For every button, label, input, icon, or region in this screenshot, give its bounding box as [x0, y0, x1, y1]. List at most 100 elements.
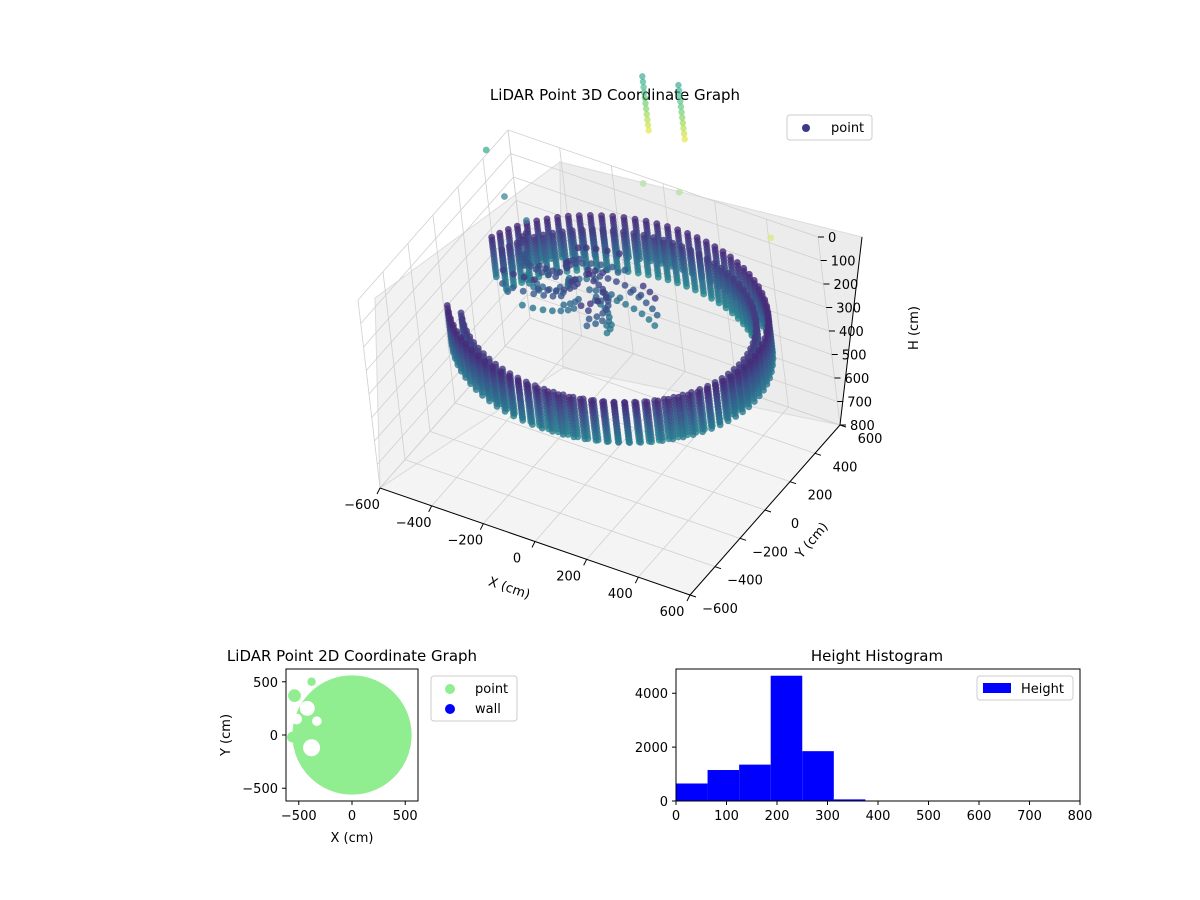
point-3d: [474, 344, 482, 352]
point-3d: [597, 261, 605, 269]
legend-2d-label-wall: wall: [475, 702, 501, 717]
legend-2d-marker-point: [445, 684, 455, 694]
point-region: [292, 675, 412, 795]
point-3d: [549, 292, 557, 300]
point-3d: [664, 395, 672, 403]
histogram-bar: [676, 783, 708, 801]
y-tick-mark-3d: [764, 509, 772, 513]
point-3d: [552, 273, 560, 281]
outlier-point: [501, 193, 508, 200]
point-3d: [513, 222, 521, 230]
point-3d: [684, 230, 691, 237]
chart-3d: LiDAR Point 3D Coordinate Graph −600 −400…: [344, 73, 922, 620]
point-3d: [599, 317, 606, 325]
point-3d: [480, 350, 487, 358]
x-tick-label-hist: 800: [1068, 809, 1093, 824]
point-3d: [751, 333, 759, 341]
grid-line-back-horizontal: [527, 294, 838, 402]
x-tick-label-3d: 200: [556, 569, 581, 584]
point-3d: [576, 395, 584, 403]
z-tick-label-3d: 800: [850, 419, 875, 434]
x-tick-label-3d: 400: [608, 587, 633, 602]
point-3d: [616, 294, 624, 302]
z-axis-label-3d: H (cm): [907, 306, 922, 350]
point-3d: [694, 388, 702, 396]
point-3d: [645, 316, 653, 323]
point-3d: [744, 350, 751, 358]
z-tick-label-3d: 100: [831, 255, 856, 270]
point-3d: [587, 300, 594, 308]
histogram-bars: [676, 675, 1080, 801]
point-gap: [286, 765, 295, 779]
column-point: [679, 119, 687, 127]
column-point: [642, 105, 650, 112]
point-3d: [702, 238, 710, 246]
point-3d: [608, 291, 615, 298]
point-3d: [642, 217, 650, 225]
point-3d: [586, 286, 593, 294]
legend-2d-label-point: point: [475, 682, 508, 697]
point-3d: [539, 231, 547, 239]
point-3d: [568, 278, 575, 286]
point-3d: [743, 292, 751, 299]
grid-line-left-horizontal: [357, 129, 509, 301]
legend-3d-box: [786, 114, 873, 141]
x-tick-mark-3d: [686, 594, 691, 602]
x-tick-label-hist: 400: [866, 809, 891, 824]
point-3d: [542, 265, 550, 273]
y-tick-label-2d: 0: [270, 729, 278, 744]
column-point: [681, 135, 688, 143]
point-3d: [610, 399, 618, 406]
point-3d: [653, 311, 661, 319]
legend-2d-marker-wall: [445, 704, 455, 714]
point-3d: [620, 228, 627, 236]
grid-line-left-horizontal: [360, 153, 512, 324]
point-3d: [739, 286, 747, 294]
point-3d: [763, 328, 771, 336]
chart-histogram: Height Histogram 0 100 200 300 400 500 600 700 8…: [635, 647, 1093, 824]
point-3d: [740, 363, 748, 371]
z-tick-label-3d: 500: [842, 349, 867, 364]
point-3d: [613, 278, 620, 285]
histogram-bar: [707, 770, 740, 801]
x-tick-label-hist: 200: [765, 809, 790, 824]
point-3d: [735, 280, 743, 288]
point-3d: [622, 300, 629, 308]
point-3d: [582, 244, 590, 252]
point-3d: [585, 307, 592, 315]
histogram-bar: [802, 751, 834, 801]
point-3d: [563, 258, 571, 266]
point-gap: [299, 700, 315, 716]
point-3d: [462, 340, 470, 348]
y-tick-label-hist: 0: [660, 795, 668, 810]
point-3d: [457, 309, 465, 317]
point-3d: [445, 308, 452, 316]
point-3d: [539, 306, 547, 314]
point-3d: [651, 322, 659, 329]
point-3d: [463, 327, 470, 335]
point-3d: [560, 301, 568, 309]
point-3d: [604, 275, 612, 282]
y-tick-label-3d: 600: [858, 432, 883, 447]
point-3d: [497, 368, 504, 375]
z-tick-label-3d: 200: [834, 278, 859, 293]
point-3d: [764, 315, 772, 323]
point-3d: [670, 393, 678, 401]
point-3d: [592, 320, 599, 328]
point-3d: [534, 385, 541, 392]
point-3d: [568, 227, 576, 235]
histogram-bar: [833, 799, 866, 801]
column-point: [680, 125, 687, 132]
point-3d: [560, 286, 568, 294]
z-axis-line: [839, 236, 863, 426]
point-3d: [460, 321, 468, 329]
point-3d: [750, 277, 758, 284]
point-3d: [499, 266, 507, 274]
chart-2d-title: LiDAR Point 2D Coordinate Graph: [227, 647, 477, 665]
point-3d: [513, 239, 521, 247]
y-tick-label-2d: 500: [253, 676, 278, 691]
point-3d: [711, 259, 718, 267]
point-3d: [639, 282, 647, 290]
point-3d: [703, 255, 711, 263]
point-3d: [527, 262, 535, 270]
